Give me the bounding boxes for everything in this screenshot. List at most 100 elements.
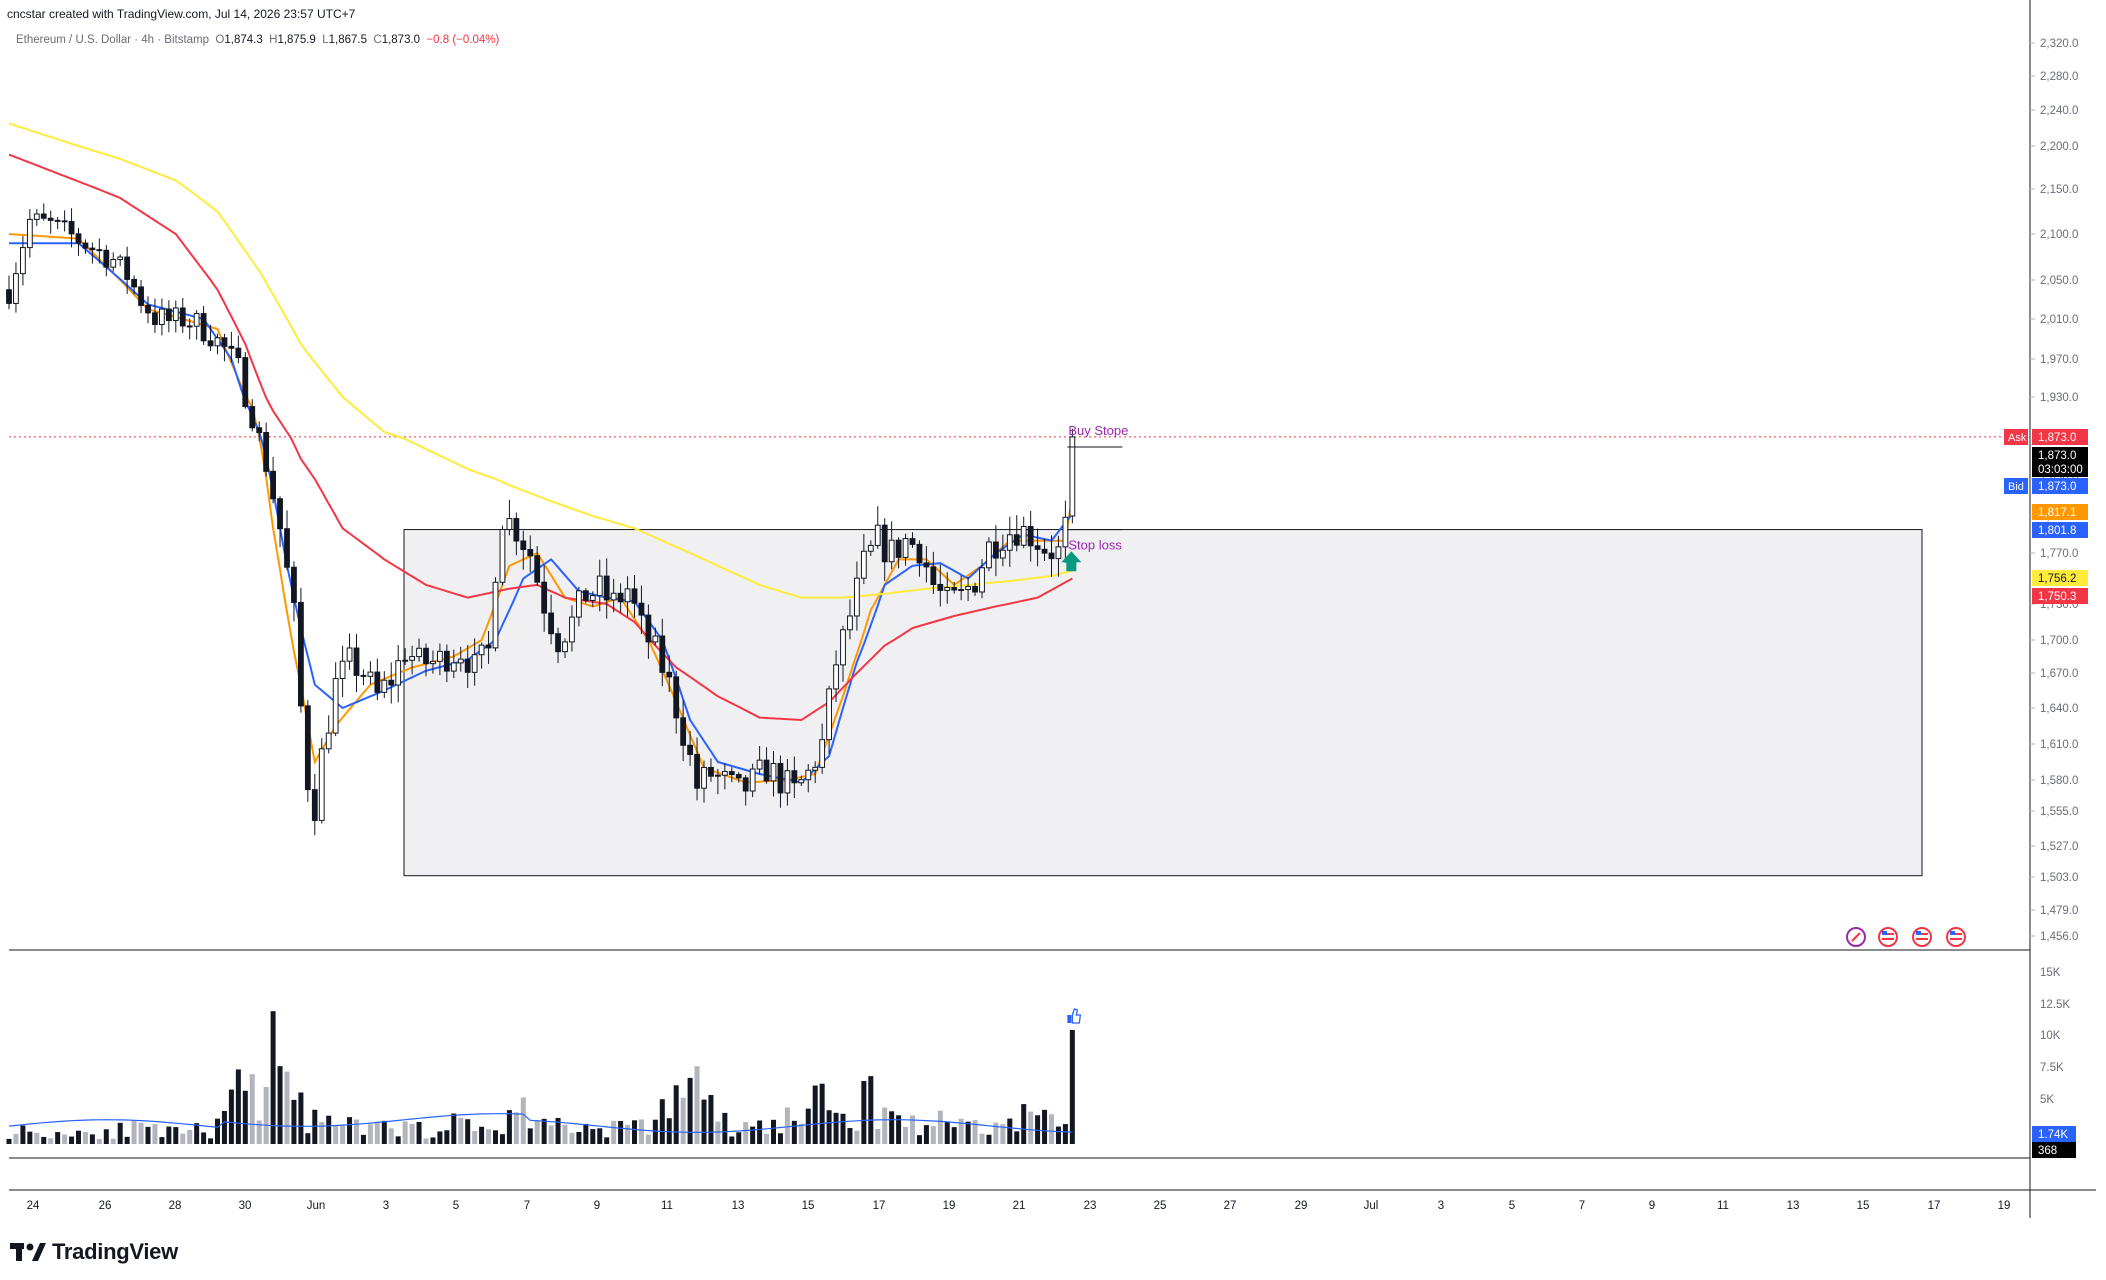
candle[interactable] (930, 566, 937, 585)
candle[interactable] (492, 581, 499, 649)
candle[interactable] (895, 539, 902, 558)
candle[interactable] (6, 289, 12, 304)
candle[interactable] (450, 662, 457, 672)
candle[interactable] (756, 759, 763, 770)
candle[interactable] (680, 717, 687, 746)
candle[interactable] (381, 679, 388, 693)
candle[interactable] (311, 789, 318, 821)
candle[interactable] (506, 518, 513, 531)
candle[interactable] (589, 595, 596, 601)
candle[interactable] (735, 774, 742, 779)
candle[interactable] (284, 528, 290, 568)
candle[interactable] (777, 763, 784, 794)
candle[interactable] (763, 759, 770, 782)
candle[interactable] (249, 406, 256, 429)
candle[interactable] (430, 660, 436, 665)
candle[interactable] (13, 273, 19, 304)
range-box[interactable] (403, 529, 1923, 877)
candle[interactable] (207, 340, 214, 347)
candle[interactable] (541, 581, 548, 614)
candle[interactable] (673, 676, 680, 719)
us-flag-icon[interactable] (1912, 927, 1932, 947)
candle[interactable] (582, 590, 589, 601)
tradingview-brand[interactable]: TradingView (10, 1238, 178, 1266)
candle[interactable] (298, 601, 304, 707)
candle[interactable] (68, 221, 75, 235)
price-tag[interactable]: 1,873.0 03:03:00 (2032, 447, 2088, 477)
candle[interactable] (117, 256, 124, 261)
candle[interactable] (138, 286, 144, 306)
candle[interactable] (242, 357, 249, 408)
axes-layer[interactable]: 1,456.0 1,479.0 1,503.0 1,527.0 1,555.0 1,580… (9, 0, 2096, 1218)
earnings-icon[interactable] (1846, 927, 1866, 947)
candle[interactable] (235, 347, 242, 359)
candle[interactable] (548, 612, 555, 635)
candle[interactable] (1006, 534, 1013, 551)
candle[interactable] (124, 256, 131, 280)
candle[interactable] (339, 660, 346, 680)
candle[interactable] (172, 307, 179, 322)
candle[interactable] (304, 705, 311, 791)
candle[interactable] (610, 592, 617, 601)
candle[interactable] (951, 587, 958, 591)
volume-tag[interactable]: 1.74K (2032, 1126, 2076, 1142)
candle[interactable] (645, 614, 652, 643)
thumbs-up-icon[interactable] (1067, 1008, 1082, 1024)
candle[interactable] (402, 659, 409, 662)
candle[interactable] (457, 658, 464, 664)
ema-mid-line[interactable] (9, 242, 1074, 784)
candle[interactable] (833, 664, 839, 690)
candle[interactable] (881, 524, 888, 563)
candle[interactable] (499, 529, 506, 583)
candle[interactable] (944, 587, 951, 591)
candle[interactable] (1020, 525, 1027, 546)
candle[interactable] (346, 647, 353, 662)
candle[interactable] (527, 549, 534, 557)
us-flag-icon[interactable] (1946, 927, 1966, 947)
candle[interactable] (332, 678, 339, 734)
candle[interactable] (437, 650, 443, 662)
candle[interactable] (638, 602, 645, 616)
candle[interactable] (819, 739, 826, 768)
candle[interactable] (562, 641, 568, 653)
candle[interactable] (701, 766, 707, 789)
candle[interactable] (159, 308, 165, 325)
candle[interactable] (520, 540, 527, 551)
candlestick-layer[interactable] (6, 203, 1076, 836)
candle[interactable] (33, 213, 40, 220)
price-tag[interactable]: 1,750.3 (2032, 588, 2088, 604)
ema-fast-line[interactable] (8, 233, 1074, 784)
candle[interactable] (110, 259, 117, 268)
candle[interactable] (54, 219, 61, 222)
candle[interactable] (40, 213, 47, 219)
candle[interactable] (485, 644, 492, 649)
candle[interactable] (96, 249, 103, 252)
candle[interactable] (770, 763, 777, 782)
candle[interactable] (617, 592, 624, 603)
price-tag[interactable]: 1,756.2 (2032, 570, 2088, 586)
candle[interactable] (965, 585, 972, 591)
candle[interactable] (791, 770, 798, 784)
candle[interactable] (596, 575, 603, 597)
candle[interactable] (89, 247, 96, 251)
candle[interactable] (631, 588, 638, 604)
symbol-legend[interactable]: Ethereum / U.S. Dollar · 4h · Bitstamp O… (16, 34, 499, 46)
candle[interactable] (82, 242, 89, 249)
candle[interactable] (721, 771, 728, 776)
candle[interactable] (909, 538, 916, 545)
candle[interactable] (728, 771, 735, 776)
candle[interactable] (916, 543, 923, 564)
candle[interactable] (749, 768, 756, 792)
candle[interactable] (291, 566, 297, 603)
candle[interactable] (805, 769, 812, 781)
candle[interactable] (478, 644, 485, 656)
candle[interactable] (715, 774, 721, 777)
price-tag[interactable]: 1,873.0 Ask (2004, 429, 2088, 445)
candle[interactable] (214, 337, 221, 347)
candle[interactable] (798, 779, 805, 784)
candle[interactable] (986, 541, 992, 569)
candle[interactable] (20, 247, 26, 275)
candle[interactable] (624, 588, 631, 603)
candle[interactable] (847, 615, 853, 631)
candle[interactable] (860, 550, 867, 579)
